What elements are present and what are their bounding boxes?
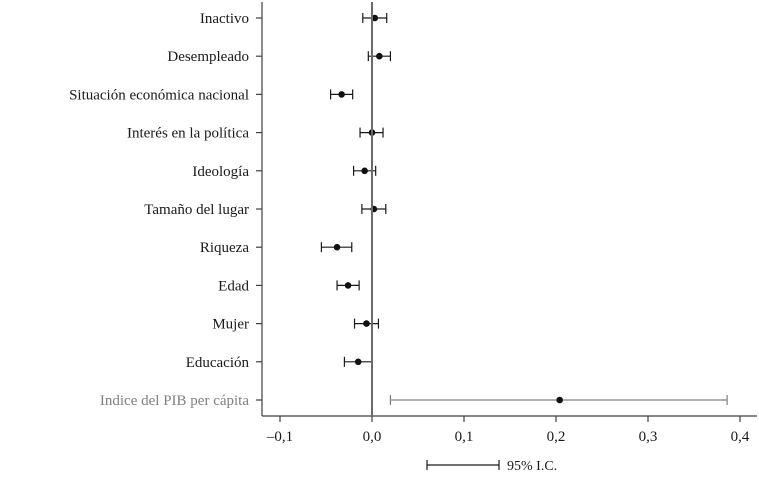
point-estimate: [354, 358, 362, 366]
point-estimate: [363, 320, 370, 327]
category-label: Situación económica nacional: [69, 87, 249, 103]
x-tick-label: 0,4: [731, 429, 750, 445]
category-label: Edad: [218, 278, 249, 294]
chart-axes: –0,1 0,0 0,1 0,2 0,3 0,4 Inactivo Desempleado Si…: [69, 2, 757, 445]
category-label: Interés en la política: [127, 126, 249, 142]
category-label: Educación: [186, 355, 250, 371]
legend-label: 95% I.C.: [507, 459, 557, 474]
chart-legend: 95% I.C.: [426, 459, 557, 474]
point-estimate: [344, 282, 352, 289]
category-label: Tamaño del lugar: [144, 202, 249, 218]
point-estimate: [338, 91, 345, 98]
category-label: Desempleado: [167, 49, 249, 65]
x-tick-label: –0,1: [266, 429, 293, 445]
x-tick-label: 0,1: [455, 429, 474, 445]
point-estimate: [333, 243, 341, 251]
category-label: Ideología: [192, 164, 249, 180]
x-tick-label: 0,0: [363, 429, 382, 445]
category-label: Inactivo: [200, 11, 249, 27]
category-label: Mujer: [212, 317, 249, 333]
category-label: Indice del PIB per cápita: [100, 393, 249, 409]
point-estimate: [371, 14, 379, 22]
category-label: Riqueza: [200, 240, 249, 256]
point-estimate: [556, 396, 563, 404]
x-tick-label: 0,2: [547, 429, 566, 445]
x-tick-label: 0,3: [639, 429, 658, 445]
chart-marks: [320, 13, 728, 405]
point-estimate: [376, 52, 383, 60]
point-estimate: [361, 167, 368, 175]
